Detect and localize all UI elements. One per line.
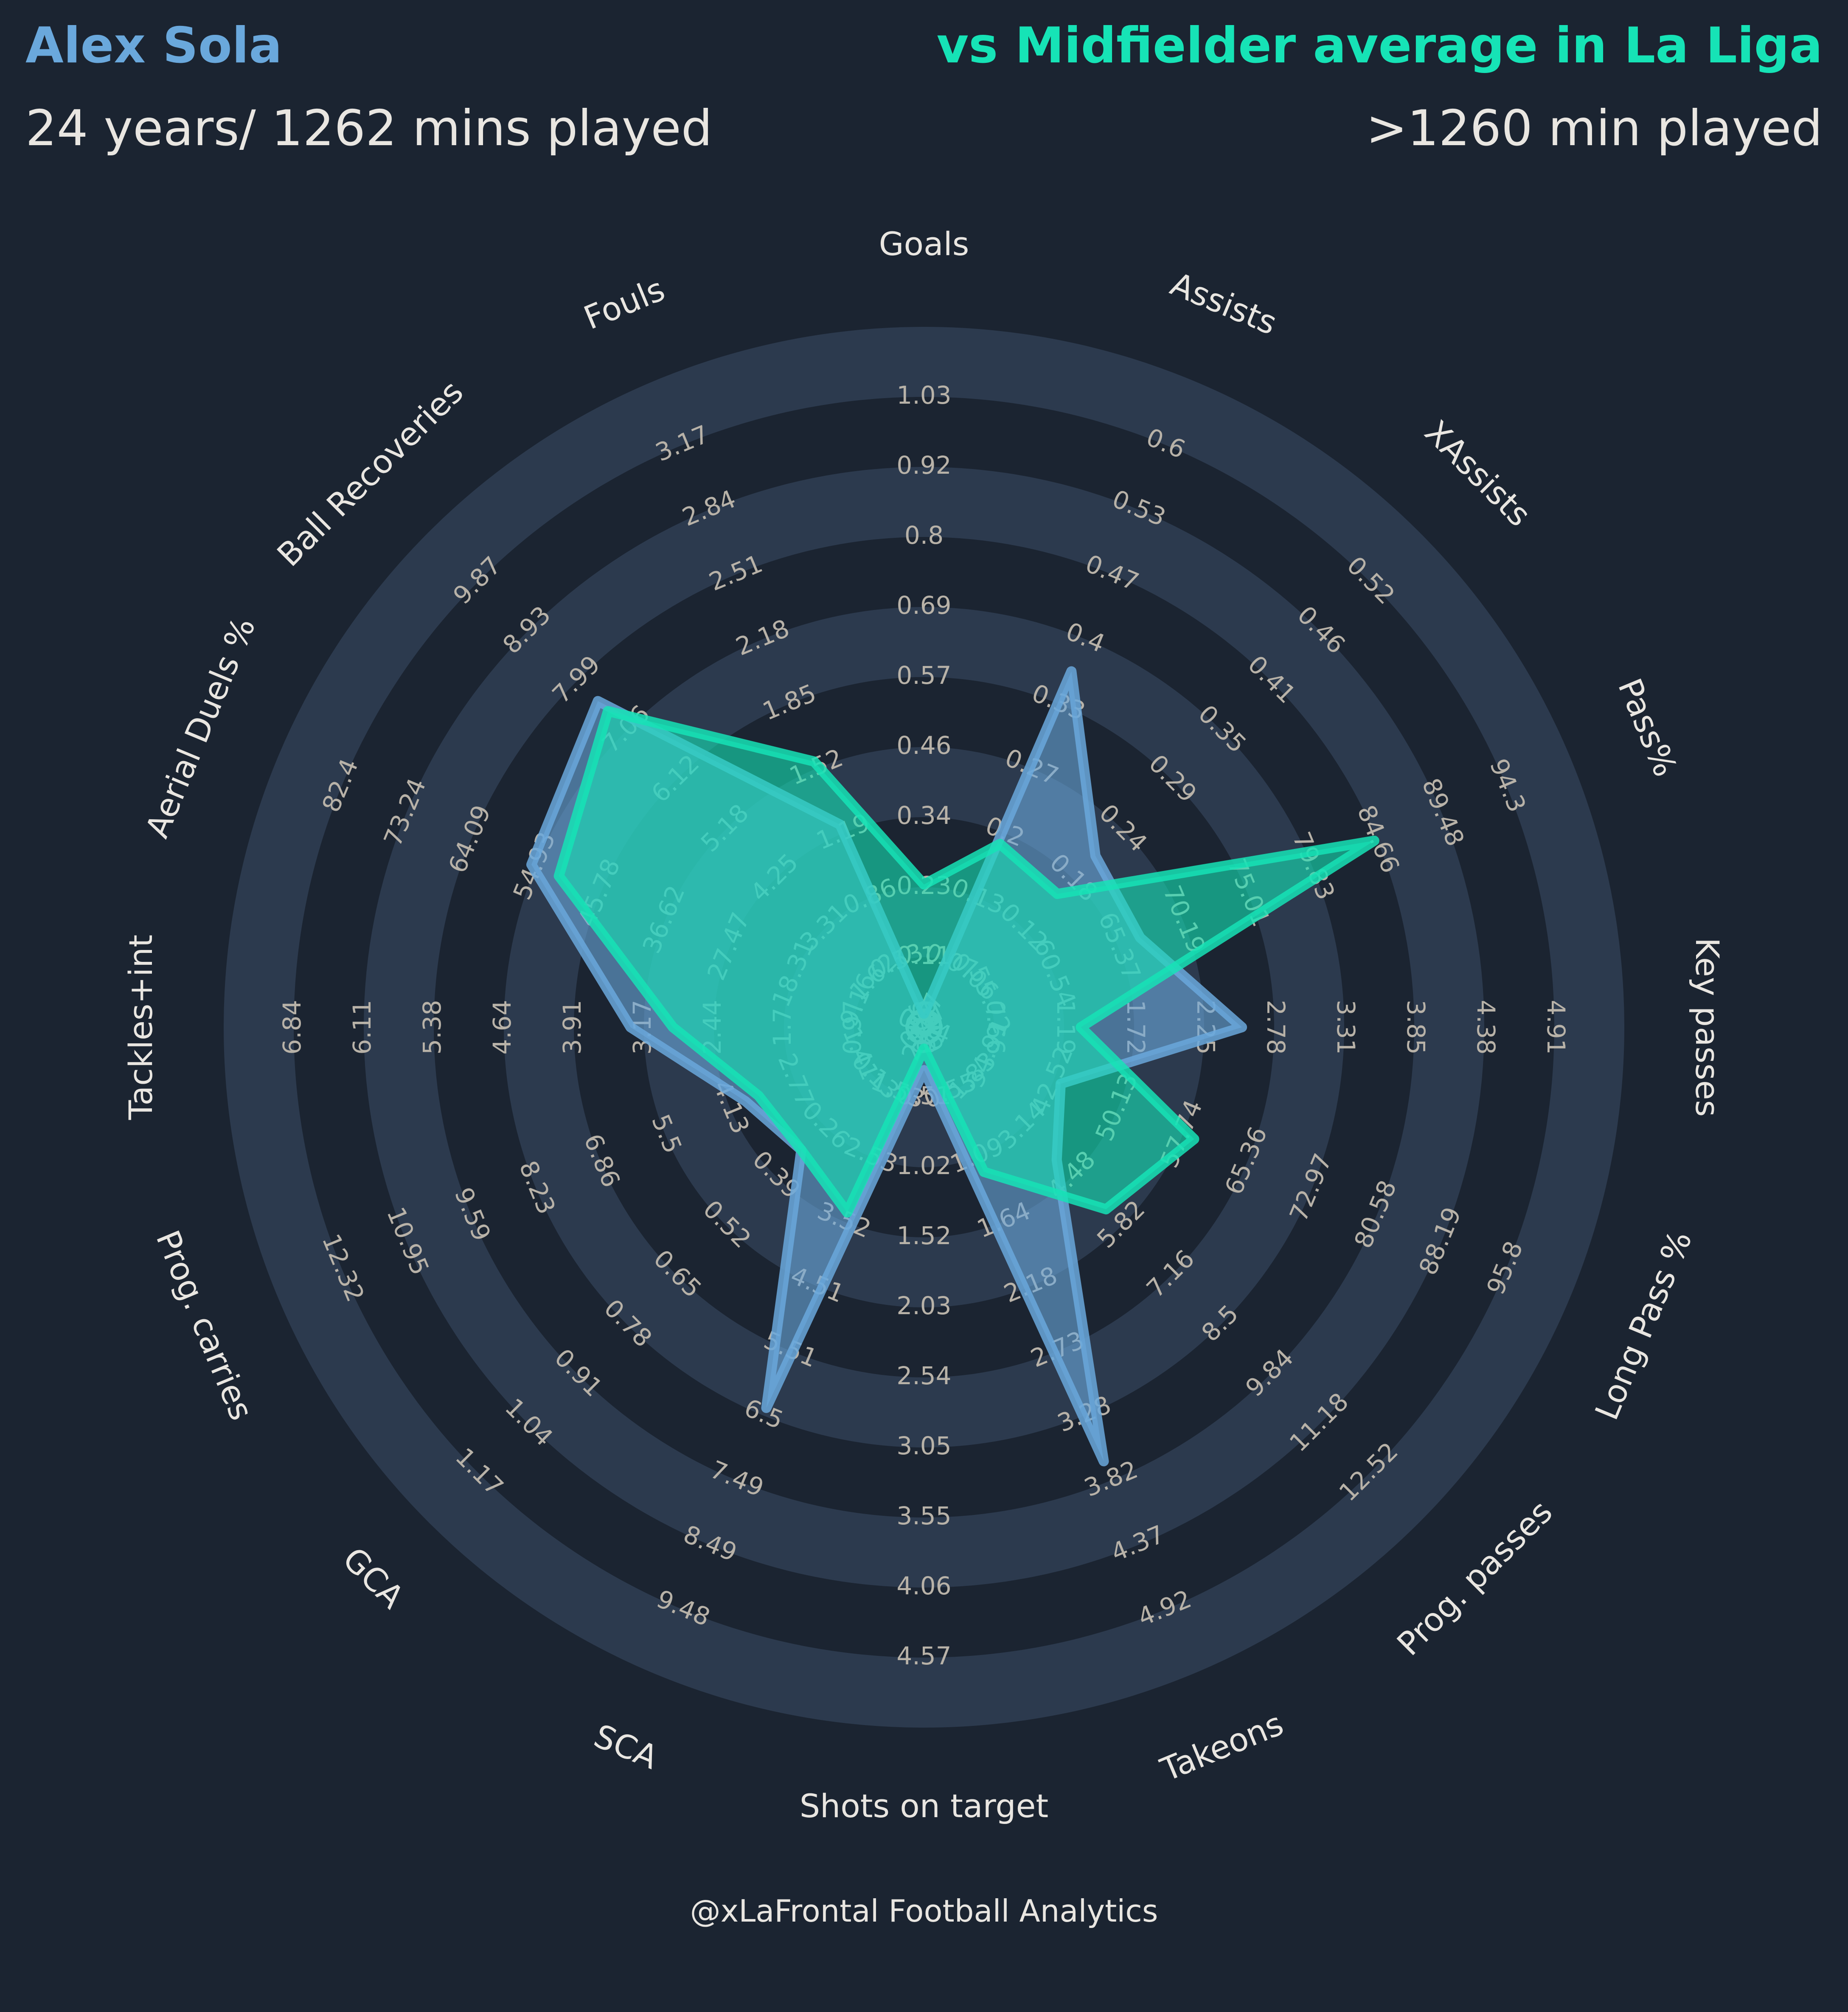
param-label: SCA bbox=[589, 1717, 663, 1776]
param-label: Aerial Duels % bbox=[138, 612, 263, 843]
tick-label: 1.52 bbox=[896, 1221, 951, 1250]
param-label: GCA bbox=[335, 1540, 411, 1616]
param-label: Shots on target bbox=[800, 1787, 1048, 1825]
param-label: Fouls bbox=[579, 270, 670, 337]
tick-label: 0.34 bbox=[896, 801, 951, 830]
tick-label: 2.03 bbox=[896, 1291, 951, 1320]
param-label: XAssists bbox=[1418, 413, 1539, 534]
param-label: Key passes bbox=[1688, 938, 1726, 1117]
tick-label: 0.92 bbox=[896, 451, 951, 480]
tick-label: 3.31 bbox=[1331, 1000, 1360, 1054]
param-label: Pass% bbox=[1611, 673, 1685, 782]
tick-label: 6.11 bbox=[348, 1000, 376, 1054]
tick-label: 4.38 bbox=[1472, 1000, 1500, 1054]
tick-label: 1.02 bbox=[896, 1151, 951, 1180]
tick-label: 2.54 bbox=[896, 1361, 951, 1390]
comparison-subtitle: >1260 min played bbox=[1366, 100, 1823, 157]
tick-label: 4.57 bbox=[896, 1641, 951, 1670]
tick-label: 4.06 bbox=[896, 1571, 951, 1600]
player-name: Alex Sola bbox=[25, 17, 282, 74]
tick-label: 3.85 bbox=[1401, 1000, 1430, 1054]
param-label: Tackles+int bbox=[122, 935, 160, 1120]
tick-label: 2.78 bbox=[1261, 1000, 1290, 1054]
tick-label: 6.84 bbox=[278, 1000, 306, 1054]
tick-label: 0.46 bbox=[896, 731, 951, 760]
radar-series bbox=[526, 666, 1379, 1467]
tick-label: 5.38 bbox=[418, 1000, 447, 1054]
param-label: Takeons bbox=[1155, 1705, 1289, 1789]
tick-label: 4.91 bbox=[1542, 1000, 1570, 1054]
tick-label: 4.64 bbox=[488, 1000, 517, 1054]
tick-label: 0.57 bbox=[896, 661, 951, 690]
average-polygon bbox=[553, 706, 1379, 1218]
param-label: Prog. carries bbox=[149, 1225, 261, 1425]
tick-label: 3.55 bbox=[896, 1501, 951, 1530]
param-label: Goals bbox=[879, 225, 969, 263]
tick-label: 1.03 bbox=[896, 381, 951, 410]
param-label: Assists bbox=[1166, 265, 1282, 342]
tick-label: 3.05 bbox=[896, 1431, 951, 1460]
param-label: Long Pass % bbox=[1587, 1225, 1699, 1425]
comparison-title: vs Midfielder average in La Liga bbox=[936, 17, 1823, 74]
player-subtitle: 24 years/ 1262 mins played bbox=[25, 100, 713, 157]
tick-label: 0.69 bbox=[896, 591, 951, 620]
tick-label: 3.91 bbox=[558, 1000, 587, 1054]
tick-label: 0.8 bbox=[904, 521, 944, 550]
credit-text: @xLaFrontal Football Analytics bbox=[690, 1893, 1158, 1929]
